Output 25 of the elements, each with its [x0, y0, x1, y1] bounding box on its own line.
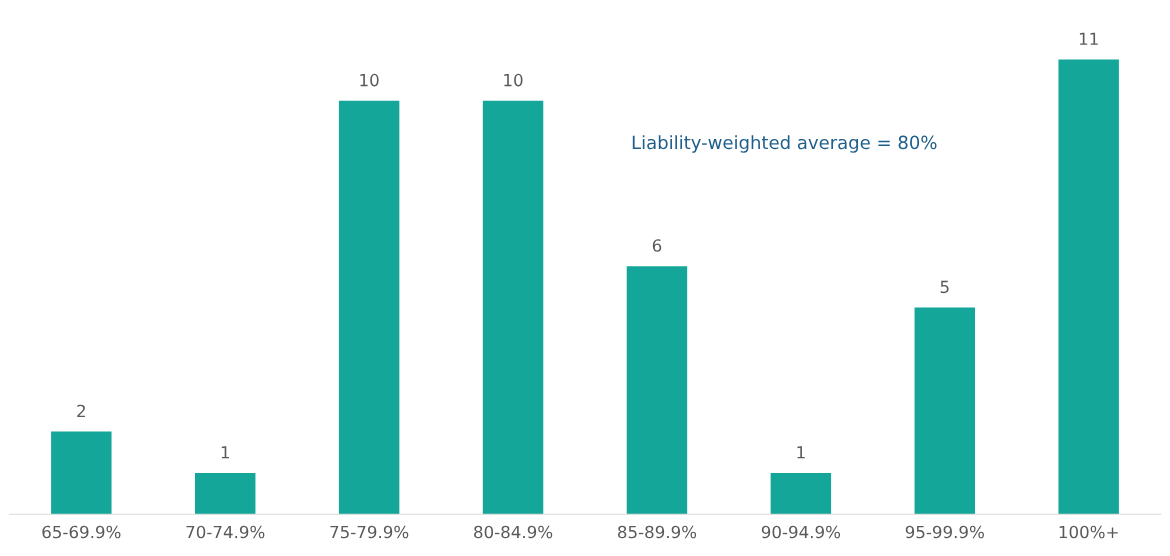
bar [338, 100, 400, 515]
x-tick-label: 70-74.9% [186, 525, 265, 539]
data-label: 11 [1079, 32, 1098, 45]
data-label: 10 [504, 73, 523, 87]
data-label: 10 [360, 73, 379, 87]
data-label: 2 [77, 404, 85, 418]
bar [1058, 59, 1119, 515]
annotation: Liability-weighted average = 80% [632, 135, 937, 153]
data-label: 5 [940, 280, 949, 294]
bar [482, 100, 544, 515]
x-tick-label: 65-69.9% [42, 525, 121, 539]
bar [195, 472, 256, 515]
data-label: 1 [797, 446, 805, 459]
data-label: 1 [221, 446, 229, 459]
bar [914, 307, 975, 515]
x-tick-label: 80-84.9% [474, 525, 553, 539]
bar [626, 266, 688, 515]
bar [770, 472, 832, 515]
x-tick-label: 75-79.9% [330, 525, 409, 539]
x-tick-label: 85-89.9% [618, 525, 697, 539]
x-tick-label: 95-99.9% [905, 525, 984, 539]
data-label: 6 [652, 239, 662, 252]
bar [51, 431, 112, 515]
x-tick-label: 100%+ [1059, 525, 1118, 539]
x-tick-label: 90-94.9% [761, 525, 841, 539]
